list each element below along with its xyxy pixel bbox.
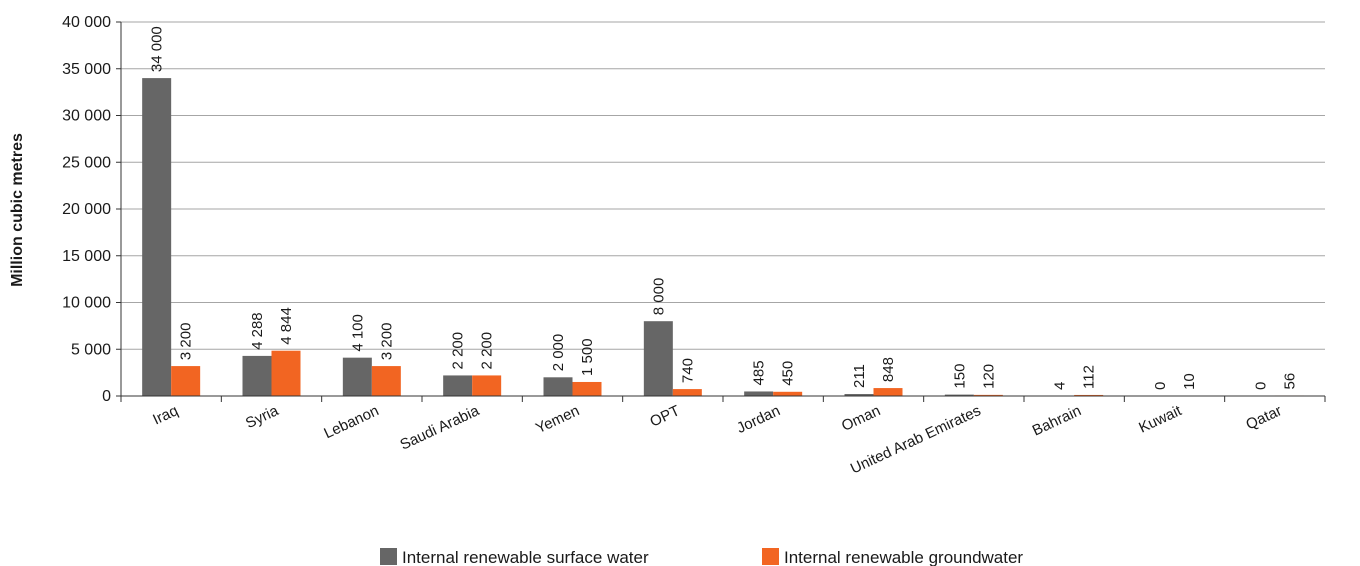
data-label-groundwater: 3 200 (378, 323, 395, 361)
x-category-label: Oman (839, 402, 883, 435)
data-label-groundwater: 120 (980, 364, 997, 389)
data-label-surface-water: 211 (851, 364, 868, 388)
data-label-groundwater: 3 200 (178, 323, 195, 361)
x-category-label: Yemen (533, 402, 582, 437)
legend-swatch (762, 548, 779, 565)
data-label-groundwater: 740 (679, 358, 696, 383)
y-tick-label: 20 000 (62, 201, 111, 218)
bar-surface-water (443, 375, 473, 396)
data-label-surface-water: 0 (1252, 382, 1269, 390)
legend-label: Internal renewable surface water (402, 548, 649, 566)
data-label-surface-water: 2 200 (450, 332, 467, 370)
y-axis-label: Million cubic metres (9, 133, 26, 287)
bar-groundwater (371, 366, 401, 396)
bar-groundwater (672, 389, 702, 396)
y-tick-label: 30 000 (62, 108, 111, 125)
x-category-label: Lebanon (321, 402, 381, 442)
data-label-surface-water: 4 (1052, 382, 1069, 390)
y-tick-label: 0 (102, 388, 111, 405)
bar-surface-water (543, 377, 573, 396)
bar-groundwater (572, 381, 602, 396)
y-tick-label: 35 000 (62, 61, 111, 78)
x-category-label: Kuwait (1136, 402, 1185, 437)
data-label-surface-water: 2 000 (550, 334, 567, 372)
y-tick-label: 40 000 (62, 14, 111, 31)
legend-swatch (380, 548, 397, 565)
x-category-label: Syria (243, 402, 282, 432)
bar-groundwater (973, 394, 1003, 396)
gridlines (121, 21, 1325, 397)
bars (142, 78, 1304, 396)
data-label-surface-water: 8 000 (650, 278, 667, 316)
x-category-label: Jordan (734, 402, 783, 437)
data-label-groundwater: 10 (1181, 373, 1198, 390)
data-label-surface-water: 150 (951, 364, 968, 389)
data-label-surface-water: 485 (751, 360, 768, 385)
data-label-groundwater: 2 200 (479, 332, 496, 370)
bar-groundwater (472, 375, 502, 396)
legend: Internal renewable surface water Internal… (380, 548, 1023, 566)
data-label-surface-water: 4 288 (249, 312, 266, 350)
bar-surface-water (242, 355, 272, 396)
y-tick-label: 10 000 (62, 295, 111, 312)
bar-groundwater (873, 388, 903, 396)
data-label-surface-water: 34 000 (149, 26, 166, 72)
data-label-groundwater: 1 500 (579, 338, 596, 376)
x-category-label: Bahrain (1030, 402, 1084, 439)
data-label-groundwater: 848 (880, 357, 897, 382)
bar-surface-water (844, 394, 874, 396)
legend-label: Internal renewable groundwater (784, 548, 1023, 566)
bar-surface-water (944, 394, 974, 396)
x-category-label: Qatar (1243, 402, 1284, 433)
bar-surface-water (142, 78, 172, 396)
data-label-groundwater: 56 (1281, 373, 1298, 390)
y-tick-label: 25 000 (62, 154, 111, 171)
bar-groundwater (1074, 394, 1104, 396)
data-label-groundwater: 450 (780, 361, 797, 386)
y-tick-label: 5 000 (71, 341, 111, 358)
x-category-label: OPT (647, 402, 682, 430)
data-label-surface-water: 4 100 (349, 314, 366, 352)
bar-groundwater (773, 391, 803, 396)
bar-surface-water (744, 391, 774, 396)
x-axis: Iraq Syria Lebanon Saudi Arabia Yemen OPT Jord… (120, 22, 1326, 478)
data-label-groundwater: 112 (1081, 365, 1098, 389)
bar-groundwater (171, 366, 201, 396)
bar-surface-water (342, 357, 372, 396)
bar-surface-water (643, 321, 673, 396)
data-label-groundwater: 4 844 (278, 307, 295, 345)
bar-groundwater (271, 350, 301, 396)
y-axis-ticks: 0 5 000 10 000 15 000 20 000 25 000 30 000 35 0… (62, 14, 121, 405)
data-label-surface-water: 0 (1152, 382, 1169, 390)
x-category-label: Iraq (150, 402, 181, 428)
x-category-label: Saudi Arabia (398, 402, 483, 454)
y-tick-label: 15 000 (62, 248, 111, 265)
